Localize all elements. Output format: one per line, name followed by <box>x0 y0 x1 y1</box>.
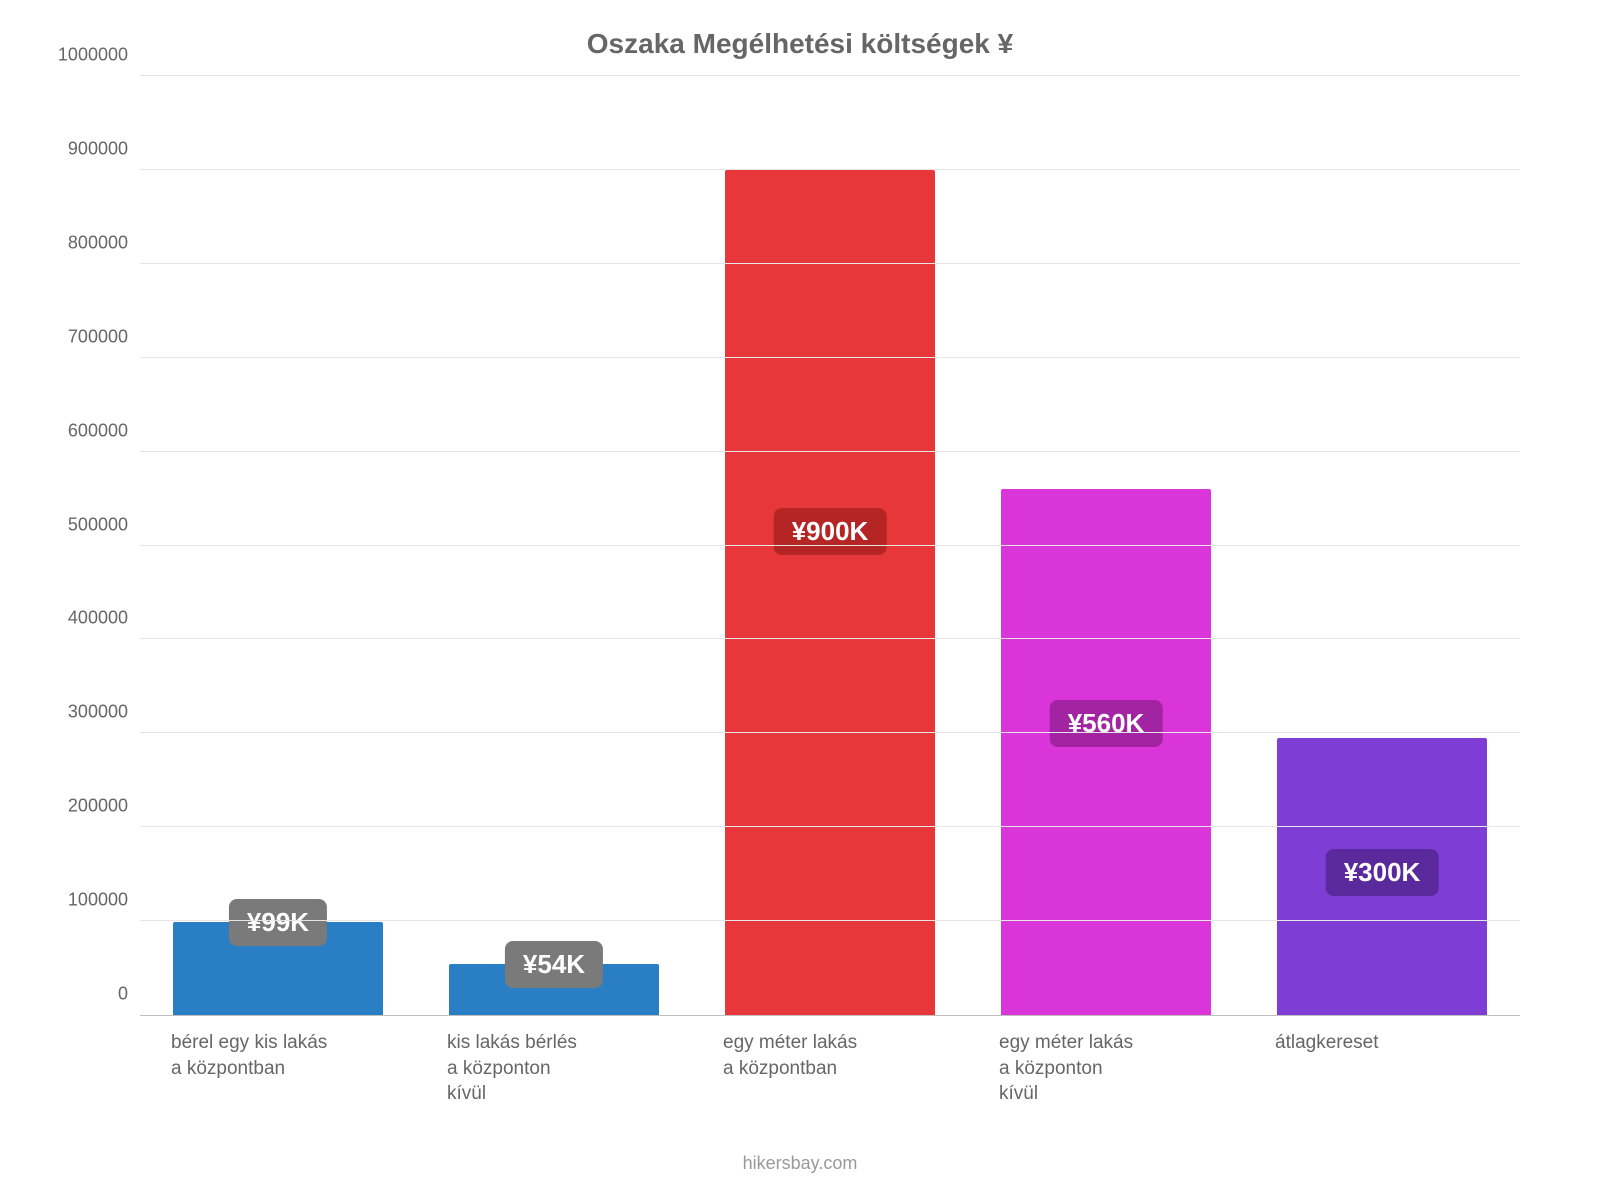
x-axis-label: átlagkereset <box>1257 1030 1507 1107</box>
bar-value-label: ¥560K <box>1050 700 1163 747</box>
bar-value-label: ¥900K <box>774 508 887 555</box>
bar-value-label: ¥99K <box>229 899 327 946</box>
y-tick-label: 200000 <box>68 796 140 817</box>
y-tick-label: 800000 <box>68 232 140 253</box>
bar: ¥560K <box>1001 489 1211 1015</box>
bars-row: ¥99K ¥54K ¥900K ¥560K ¥300K <box>140 76 1520 1015</box>
gridline <box>140 263 1520 264</box>
y-tick-label: 900000 <box>68 138 140 159</box>
bar: ¥54K <box>449 964 659 1015</box>
bar-slot: ¥54K <box>416 76 692 1015</box>
y-tick-label: 500000 <box>68 514 140 535</box>
gridline <box>140 75 1520 76</box>
bar-slot: ¥560K <box>968 76 1244 1015</box>
x-axis-label: bérel egy kis lakása központban <box>153 1030 403 1107</box>
bar-slot: ¥300K <box>1244 76 1520 1015</box>
x-axis-labels: bérel egy kis lakása központban kis lakás… <box>140 1030 1520 1107</box>
chart-container: Oszaka Megélhetési költségek ¥ ¥99K¥54K¥… <box>0 0 1600 1200</box>
gridline <box>140 920 1520 921</box>
bar: ¥99K <box>173 922 383 1015</box>
bar-slot: ¥99K <box>140 76 416 1015</box>
x-axis-label: egy méter lakása központban <box>705 1030 955 1107</box>
bar-value-label: ¥300K <box>1326 849 1439 896</box>
gridline <box>140 826 1520 827</box>
plot-area-outer: ¥99K¥54K¥900K¥560K¥300K 0100000200000300… <box>140 76 1520 1016</box>
bar-slot: ¥900K <box>692 76 968 1015</box>
chart-title: Oszaka Megélhetési költségek ¥ <box>40 28 1560 60</box>
plot-area: ¥99K¥54K¥900K¥560K¥300K 0100000200000300… <box>140 76 1520 1016</box>
x-axis-label: egy méter lakása központonkívül <box>981 1030 1231 1107</box>
gridline <box>140 169 1520 170</box>
x-axis-label: kis lakás bérlésa központonkívül <box>429 1030 679 1107</box>
gridline <box>140 638 1520 639</box>
bar-value-label: ¥54K <box>505 941 603 988</box>
gridline <box>140 451 1520 452</box>
bar: ¥300K <box>1277 738 1487 1015</box>
y-tick-label: 400000 <box>68 608 140 629</box>
y-tick-label: 1000000 <box>58 45 140 66</box>
gridline <box>140 732 1520 733</box>
gridline <box>140 357 1520 358</box>
bar: ¥900K <box>725 170 935 1015</box>
footer-credit: hikersbay.com <box>0 1153 1600 1174</box>
y-tick-label: 600000 <box>68 420 140 441</box>
y-tick-label: 300000 <box>68 702 140 723</box>
y-tick-label: 100000 <box>68 890 140 911</box>
gridline <box>140 545 1520 546</box>
y-tick-label: 0 <box>118 984 140 1005</box>
y-tick-label: 700000 <box>68 326 140 347</box>
